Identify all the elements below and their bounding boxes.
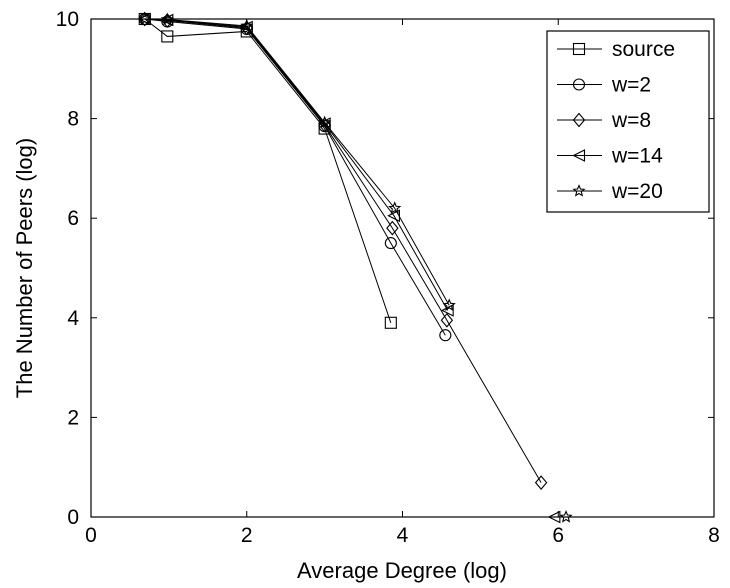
x-tick-label: 0 xyxy=(85,524,97,547)
legend-label: w=2 xyxy=(611,74,651,97)
data-point xyxy=(240,20,253,34)
legend-marker xyxy=(572,112,586,128)
legend-item: source xyxy=(557,38,675,61)
data-point xyxy=(547,510,561,524)
series-line xyxy=(144,18,392,323)
data-point xyxy=(440,303,454,317)
series-w=20 xyxy=(138,12,573,523)
data-point xyxy=(386,220,399,236)
series-layer xyxy=(138,11,573,524)
y-tick-label: 6 xyxy=(67,207,79,230)
y-tick-label: 2 xyxy=(67,406,79,429)
data-point xyxy=(384,237,397,250)
data-point xyxy=(161,30,174,43)
legend-box xyxy=(546,30,710,213)
data-point xyxy=(384,316,397,329)
data-point xyxy=(240,19,254,32)
legend-item: w=2 xyxy=(557,74,651,97)
legend-marker xyxy=(572,78,586,91)
data-point xyxy=(138,12,152,25)
data-point xyxy=(318,115,332,129)
y-tick-label: 0 xyxy=(67,506,79,529)
legend-item: w=20 xyxy=(557,180,663,203)
legend-label: w=8 xyxy=(611,109,651,132)
x-tick-label: 8 xyxy=(708,524,720,547)
y-axis-label: The Number of Peers (log) xyxy=(12,138,37,398)
legend-label: source xyxy=(612,38,675,61)
data-point xyxy=(317,117,331,130)
legend-label: w=14 xyxy=(611,145,663,168)
x-axis-label: Average Degree (log) xyxy=(297,558,507,583)
y-tick-label: 8 xyxy=(67,108,79,131)
y-tick-label: 10 xyxy=(56,8,79,31)
x-tick-label: 4 xyxy=(397,524,409,547)
x-tick-label: 2 xyxy=(241,524,253,547)
legend: source w=2 w=8 w=14 w=20 xyxy=(546,30,710,213)
data-point xyxy=(440,312,454,328)
legend-marker xyxy=(572,184,586,197)
x-tick-label: 6 xyxy=(552,524,564,547)
legend-item: w=8 xyxy=(557,109,651,132)
data-point xyxy=(439,329,452,342)
legend-marker xyxy=(572,42,586,56)
legend-marker xyxy=(572,149,586,162)
data-point xyxy=(534,475,548,490)
legend-label: w=20 xyxy=(611,180,663,203)
legend-item: w=14 xyxy=(557,145,663,168)
data-point xyxy=(442,298,456,311)
axis-ticks: 0 2 4 6 8 0 2 4 6 8 10 xyxy=(56,8,720,547)
data-point xyxy=(559,510,573,523)
y-tick-label: 4 xyxy=(67,307,79,330)
data-point xyxy=(161,13,174,28)
data-point xyxy=(160,12,174,26)
data-point xyxy=(388,201,402,214)
